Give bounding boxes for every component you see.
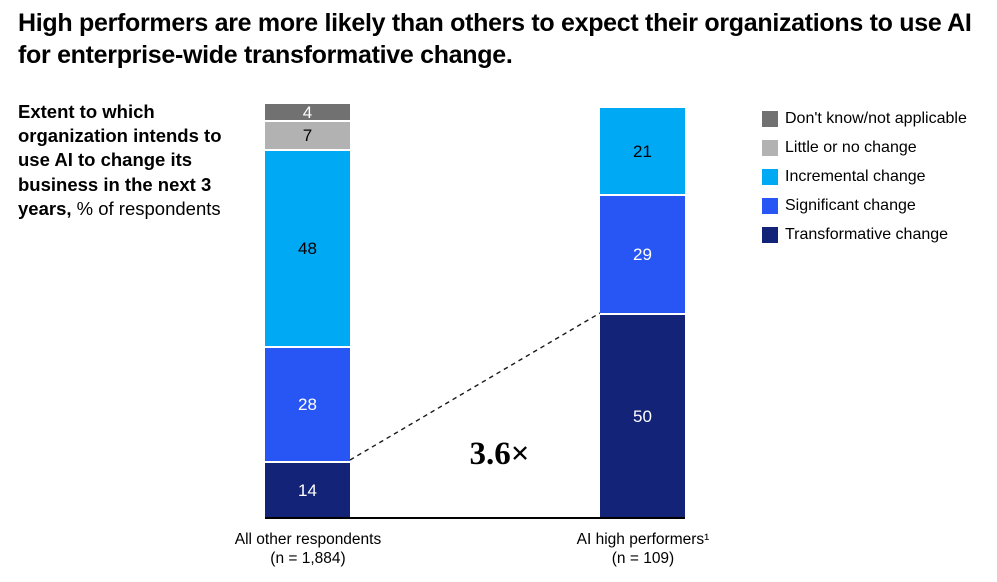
legend-swatch (762, 197, 778, 214)
category-count: (n = 1,884) (270, 549, 346, 567)
legend-swatch (762, 139, 778, 156)
legend-label: Significant change (785, 196, 916, 214)
bar-segment-value: 48 (298, 238, 317, 258)
bar-segment: 7 (265, 120, 350, 150)
legend-item: Little or no change (762, 133, 967, 162)
bar-segment-value: 4 (302, 102, 313, 122)
ratio-annotation: 3.6× (469, 436, 530, 472)
legend-swatch (762, 226, 778, 243)
bar-segment-value: 14 (298, 480, 317, 500)
legend-item: Incremental change (762, 162, 967, 191)
x-axis-label-all-other-respondents: All other respondents (n = 1,884) (183, 531, 433, 569)
legend-item: Significant change (762, 191, 967, 220)
bar-segment-value: 50 (633, 407, 652, 426)
bar-segment-value: 21 (633, 141, 652, 161)
x-axis-label-ai-high-performers: AI high performers¹ (n = 109) (518, 531, 768, 569)
bar-segment: 48 (265, 149, 350, 346)
category-name: All other respondents (234, 531, 382, 548)
legend-label: Incremental change (785, 167, 926, 185)
legend-label: Little or no change (785, 138, 917, 156)
stacked-bar-all-other-respondents: 4 7 48 28 14 (265, 104, 350, 518)
category-name: AI high performers¹ (576, 531, 710, 548)
bar-segment: 28 (265, 345, 350, 461)
bar-segment-value: 28 (298, 394, 317, 414)
legend-swatch (762, 168, 778, 185)
bar-segment: 14 (265, 460, 350, 518)
bar-segment: 4 (265, 102, 350, 122)
legend-label: Don't know/not applicable (785, 109, 967, 127)
legend: Don't know/not applicable Little or no ch… (762, 104, 967, 249)
bar-segment-value: 29 (633, 245, 652, 265)
x-axis-line (265, 517, 685, 519)
chart-description: Extent to which organization intends to … (18, 100, 236, 221)
legend-swatch (762, 110, 778, 127)
legend-item: Don't know/not applicable (762, 104, 967, 133)
bar-segment: 29 (600, 194, 685, 313)
category-count: (n = 109) (611, 549, 675, 567)
bar-segment: 21 (600, 108, 685, 195)
legend-item: Transformative change (762, 220, 967, 249)
chart-title: High performers are more likely than oth… (18, 9, 972, 69)
bar-segment: 50 (600, 313, 685, 518)
chart-description-unit: % of respondents (76, 197, 221, 219)
bar-segment-value: 7 (302, 126, 313, 146)
stacked-bar-ai-high-performers: 21 29 50 (600, 108, 685, 518)
chart-description-bold: Extent to which organization intends to … (18, 101, 222, 219)
legend-label: Transformative change (785, 225, 949, 243)
